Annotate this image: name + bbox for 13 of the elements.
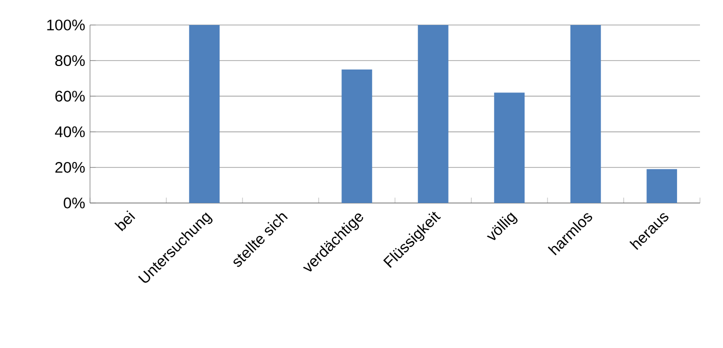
bar — [418, 24, 448, 203]
x-tick-label: bei — [114, 210, 136, 232]
bar — [494, 92, 525, 203]
y-tick-label: 80% — [55, 55, 85, 66]
bar — [570, 24, 601, 203]
y-tick-label: 40% — [54, 126, 85, 138]
bar — [189, 24, 220, 203]
bar — [646, 169, 678, 203]
bar — [342, 69, 372, 203]
y-tick-label: 0% — [64, 198, 85, 208]
y-tick-label: 60% — [55, 90, 85, 102]
y-tick-label: 100% — [47, 20, 85, 30]
y-tick-label: 20% — [55, 162, 85, 173]
